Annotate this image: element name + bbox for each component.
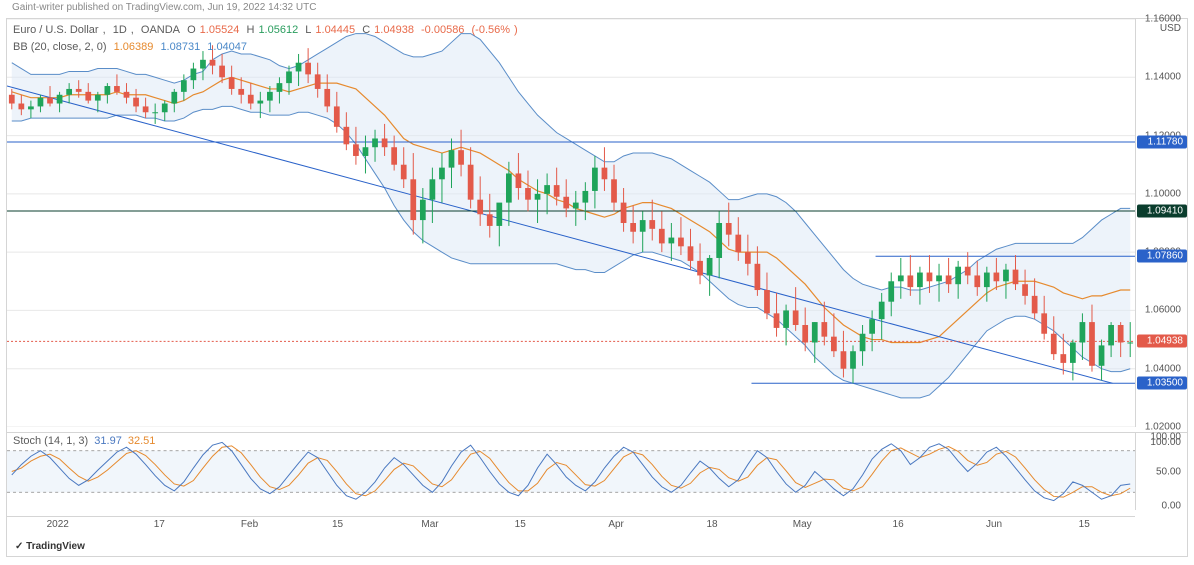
bb-upper-val: 1.08731: [160, 41, 200, 53]
open-val: 1.05524: [200, 24, 240, 36]
y-tick: 1.16000: [1145, 14, 1181, 25]
x-tick: Jun: [986, 519, 1002, 530]
bb-label: BB (20, close, 2, 0): [13, 41, 107, 53]
price-badge: 1.11780: [1137, 135, 1187, 148]
price-scale[interactable]: USD1.160001.140001.120001.100001.080001.…: [1135, 19, 1187, 427]
y-tick: 1.14000: [1145, 72, 1181, 83]
tradingview-logo[interactable]: TradingView: [15, 541, 85, 552]
price-pane[interactable]: [7, 19, 1135, 427]
stoch-legend: Stoch (14, 1, 3) 31.97 32.51: [13, 435, 158, 447]
bb-ma-val: 1.06389: [114, 41, 154, 53]
bb-lower-val: 1.04047: [207, 41, 247, 53]
x-tick: 15: [332, 519, 343, 530]
x-tick: Feb: [241, 519, 258, 530]
x-tick: 16: [893, 519, 904, 530]
stoch-tick: 50.00: [1156, 466, 1181, 477]
symbol-legend: Euro / U.S. Dollar, 1D, OANDA O1.05524 H…: [13, 24, 522, 36]
broker: OANDA: [141, 24, 180, 36]
x-tick: May: [793, 519, 812, 530]
y-tick: 1.10000: [1145, 188, 1181, 199]
stoch-k-val: 31.97: [94, 435, 122, 447]
change-pct: -0.56%: [475, 24, 510, 36]
high-val: 1.05612: [258, 24, 298, 36]
chart-container[interactable]: Euro / U.S. Dollar, 1D, OANDA O1.05524 H…: [6, 18, 1188, 557]
stoch-scale[interactable]: 100.00100.0050.000.00: [1135, 432, 1187, 510]
x-tick: Mar: [421, 519, 438, 530]
price-badge: 1.03500: [1137, 377, 1187, 390]
price-badge: 1.07860: [1137, 250, 1187, 263]
stoch-pane[interactable]: Stoch (14, 1, 3) 31.97 32.51: [7, 432, 1135, 510]
stoch-d-val: 32.51: [128, 435, 156, 447]
x-tick: 15: [1079, 519, 1090, 530]
publish-meta: Gaint-writer published on TradingView.co…: [12, 2, 316, 13]
bb-legend: BB (20, close, 2, 0) 1.06389 1.08731 1.0…: [13, 41, 251, 53]
change-val: -0.00586: [421, 24, 464, 36]
x-tick: 17: [154, 519, 165, 530]
x-tick: 18: [706, 519, 717, 530]
y-tick: 1.04000: [1145, 363, 1181, 374]
price-badge: 1.04938: [1137, 335, 1187, 348]
stoch-label: Stoch (14, 1, 3): [13, 435, 88, 447]
time-axis[interactable]: 2022 17 Feb 15 Mar 15 Apr 18 May 16 Jun 15: [7, 516, 1135, 534]
symbol-name: Euro / U.S. Dollar: [13, 24, 99, 36]
low-val: 1.04445: [315, 24, 355, 36]
stoch-tick: 100.00: [1150, 431, 1181, 442]
y-tick: 1.06000: [1145, 305, 1181, 316]
x-tick: 2022: [47, 519, 69, 530]
scale-unit: USD: [1160, 23, 1181, 34]
stoch-tick: 0.00: [1162, 501, 1181, 512]
close-val: 1.04938: [374, 24, 414, 36]
price-badge: 1.09410: [1137, 205, 1187, 218]
x-tick: 15: [515, 519, 526, 530]
x-tick: Apr: [608, 519, 624, 530]
timeframe: 1D: [113, 24, 127, 36]
